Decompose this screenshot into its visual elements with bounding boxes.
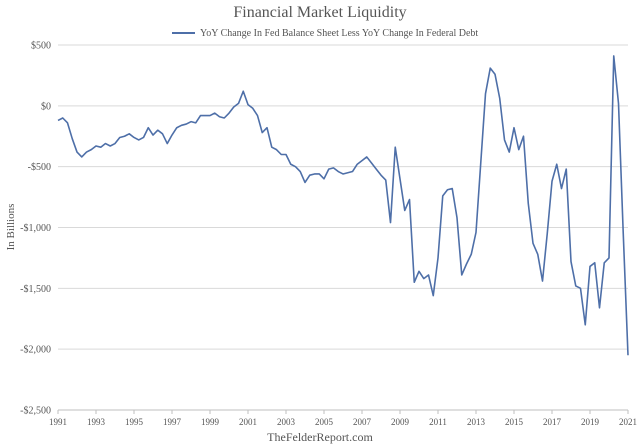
x-tick-label: 2015 xyxy=(505,417,524,427)
x-tick-label: 1991 xyxy=(49,417,67,427)
x-tick-label: 2021 xyxy=(619,417,637,427)
x-tick-label: 2001 xyxy=(239,417,257,427)
x-tick-label: 2019 xyxy=(581,417,600,427)
x-tick-label: 1995 xyxy=(125,417,144,427)
y-tick-label: -$1,000 xyxy=(20,223,51,234)
series-line xyxy=(57,55,629,356)
gridlines xyxy=(58,44,628,411)
series-layer xyxy=(57,55,629,356)
x-tick-label: 2007 xyxy=(353,417,372,427)
x-tick-label: 1997 xyxy=(163,417,182,427)
x-tick-label: 2011 xyxy=(429,417,447,427)
y-axis-label: In Billions xyxy=(5,204,17,251)
x-tick-label: 2005 xyxy=(315,417,334,427)
x-tick-label: 1999 xyxy=(201,417,220,427)
chart-title: Financial Market Liquidity xyxy=(233,4,406,21)
x-tick-label: 1993 xyxy=(87,417,106,427)
y-tick-label: $0 xyxy=(41,101,51,112)
x-tick-label: 2009 xyxy=(391,417,410,427)
legend-label: YoY Change In Fed Balance Sheet Less YoY… xyxy=(200,28,478,39)
y-tick-label: -$2,000 xyxy=(20,345,51,356)
y-tick-labels: $500 $0 -$500 -$1,000 -$1,500 -$2,000 -$2,500 xyxy=(20,41,51,417)
source-credit: TheFelderReport.com xyxy=(267,430,373,444)
y-tick-label: -$1,500 xyxy=(20,284,51,295)
x-tick-label: 2003 xyxy=(277,417,296,427)
y-tick-label: -$2,500 xyxy=(20,406,51,417)
x-tick-label: 2017 xyxy=(543,417,562,427)
x-tick-labels: 1991 1993 1995 1997 1999 2001 2003 2005 2007 2009… xyxy=(49,410,637,427)
x-tick-label: 2013 xyxy=(467,417,486,427)
y-tick-label: $500 xyxy=(31,41,51,52)
y-tick-label: -$500 xyxy=(28,162,51,173)
